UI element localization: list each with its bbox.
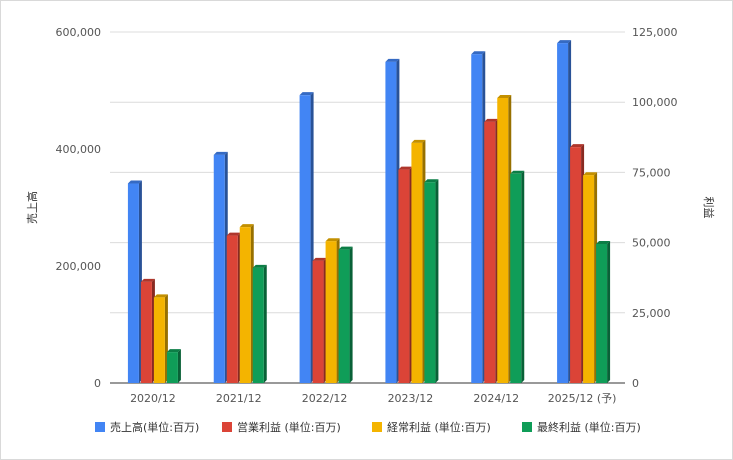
y-right-tick-label: 0	[632, 377, 639, 390]
y-right-axis-label: 利益	[702, 197, 716, 219]
x-tick-label: 2022/12	[302, 392, 348, 405]
bar-ordinary-profit	[583, 172, 598, 383]
y-right-tick-label: 125,000	[632, 26, 678, 39]
bar-ordinary-profit	[153, 294, 168, 383]
bar-ordinary-profit	[497, 94, 512, 383]
x-tick-label: 2024/12	[473, 392, 519, 405]
bar-revenue	[471, 51, 486, 383]
legend-swatch	[95, 422, 105, 432]
y-left-tick-label: 600,000	[56, 26, 102, 39]
x-tick-label: 2021/12	[216, 392, 262, 405]
y-left-tick-label: 200,000	[56, 260, 102, 273]
legend-label: 営業利益 (単位:百万)	[237, 420, 341, 434]
bar-revenue	[213, 151, 228, 383]
bar-ordinary-profit	[411, 139, 426, 383]
legend-swatch	[222, 422, 232, 432]
legend-item: 売上高(単位:百万)	[95, 420, 199, 434]
bar-revenue	[127, 180, 142, 383]
legend-item: 営業利益 (単位:百万)	[222, 420, 341, 434]
legend-label: 売上高(単位:百万)	[110, 420, 199, 434]
legend-item: 経常利益 (単位:百万)	[372, 420, 491, 434]
bar-operating-profit	[570, 144, 585, 383]
bar-operating-profit	[226, 232, 241, 383]
legend-item: 最終利益 (単位:百万)	[522, 420, 641, 434]
legend-swatch	[522, 422, 532, 432]
bar-operating-profit	[140, 278, 155, 383]
bar-net-profit	[338, 246, 353, 383]
bar-ordinary-profit	[239, 224, 254, 383]
bar-revenue	[385, 58, 400, 384]
x-tick-label: 2020/12	[130, 392, 176, 405]
y-right-tick-label: 75,000	[632, 166, 671, 179]
x-tick-label: 2025/12 (予)	[548, 392, 617, 405]
y-left-tick-label: 400,000	[56, 143, 102, 156]
y-right-tick-label: 25,000	[632, 307, 671, 320]
bar-operating-profit	[312, 257, 327, 383]
bar-net-profit	[166, 349, 181, 383]
bar-net-profit	[424, 179, 439, 383]
y-left-tick-label: 0	[94, 377, 101, 390]
legend-swatch	[372, 422, 382, 432]
bar-net-profit	[252, 264, 267, 383]
bar-net-profit	[596, 241, 611, 383]
legend-label: 最終利益 (単位:百万)	[537, 420, 641, 434]
y-right-tick-label: 100,000	[632, 96, 678, 109]
y-left-axis-label: 売上高	[25, 191, 39, 224]
y-right-tick-label: 50,000	[632, 237, 671, 250]
x-tick-label: 2023/12	[388, 392, 434, 405]
bar-ordinary-profit	[325, 238, 340, 383]
bar-operating-profit	[484, 118, 499, 383]
bar-net-profit	[510, 170, 525, 383]
bar-revenue	[299, 92, 314, 384]
bar-operating-profit	[398, 166, 413, 383]
bar-revenue	[557, 40, 572, 384]
legend-label: 経常利益 (単位:百万)	[387, 420, 491, 434]
